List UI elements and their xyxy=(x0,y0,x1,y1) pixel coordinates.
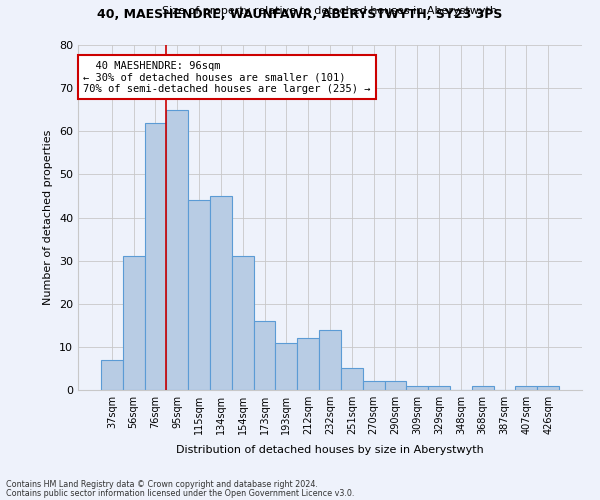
Text: Contains public sector information licensed under the Open Government Licence v3: Contains public sector information licen… xyxy=(6,488,355,498)
Bar xyxy=(210,196,232,390)
Bar xyxy=(472,386,494,390)
Text: 40 MAESHENDRE: 96sqm
← 30% of detached houses are smaller (101)
70% of semi-deta: 40 MAESHENDRE: 96sqm ← 30% of detached h… xyxy=(83,60,371,94)
Bar xyxy=(188,200,210,390)
Bar xyxy=(166,110,188,390)
Bar xyxy=(319,330,341,390)
Bar xyxy=(515,386,537,390)
Bar xyxy=(363,382,385,390)
Bar xyxy=(145,122,166,390)
Title: Size of property relative to detached houses in Aberystwyth: Size of property relative to detached ho… xyxy=(163,6,497,16)
Bar xyxy=(123,256,145,390)
Bar xyxy=(341,368,363,390)
Bar xyxy=(406,386,428,390)
Bar xyxy=(385,382,406,390)
Bar xyxy=(537,386,559,390)
Bar xyxy=(254,321,275,390)
Bar xyxy=(428,386,450,390)
Y-axis label: Number of detached properties: Number of detached properties xyxy=(43,130,53,305)
X-axis label: Distribution of detached houses by size in Aberystwyth: Distribution of detached houses by size … xyxy=(176,446,484,456)
Bar xyxy=(275,342,297,390)
Bar xyxy=(232,256,254,390)
Text: Contains HM Land Registry data © Crown copyright and database right 2024.: Contains HM Land Registry data © Crown c… xyxy=(6,480,318,489)
Bar xyxy=(101,360,123,390)
Text: 40, MAESHENDRE, WAUNFAWR, ABERYSTWYTH, SY23 3PS: 40, MAESHENDRE, WAUNFAWR, ABERYSTWYTH, S… xyxy=(97,8,503,20)
Bar xyxy=(297,338,319,390)
